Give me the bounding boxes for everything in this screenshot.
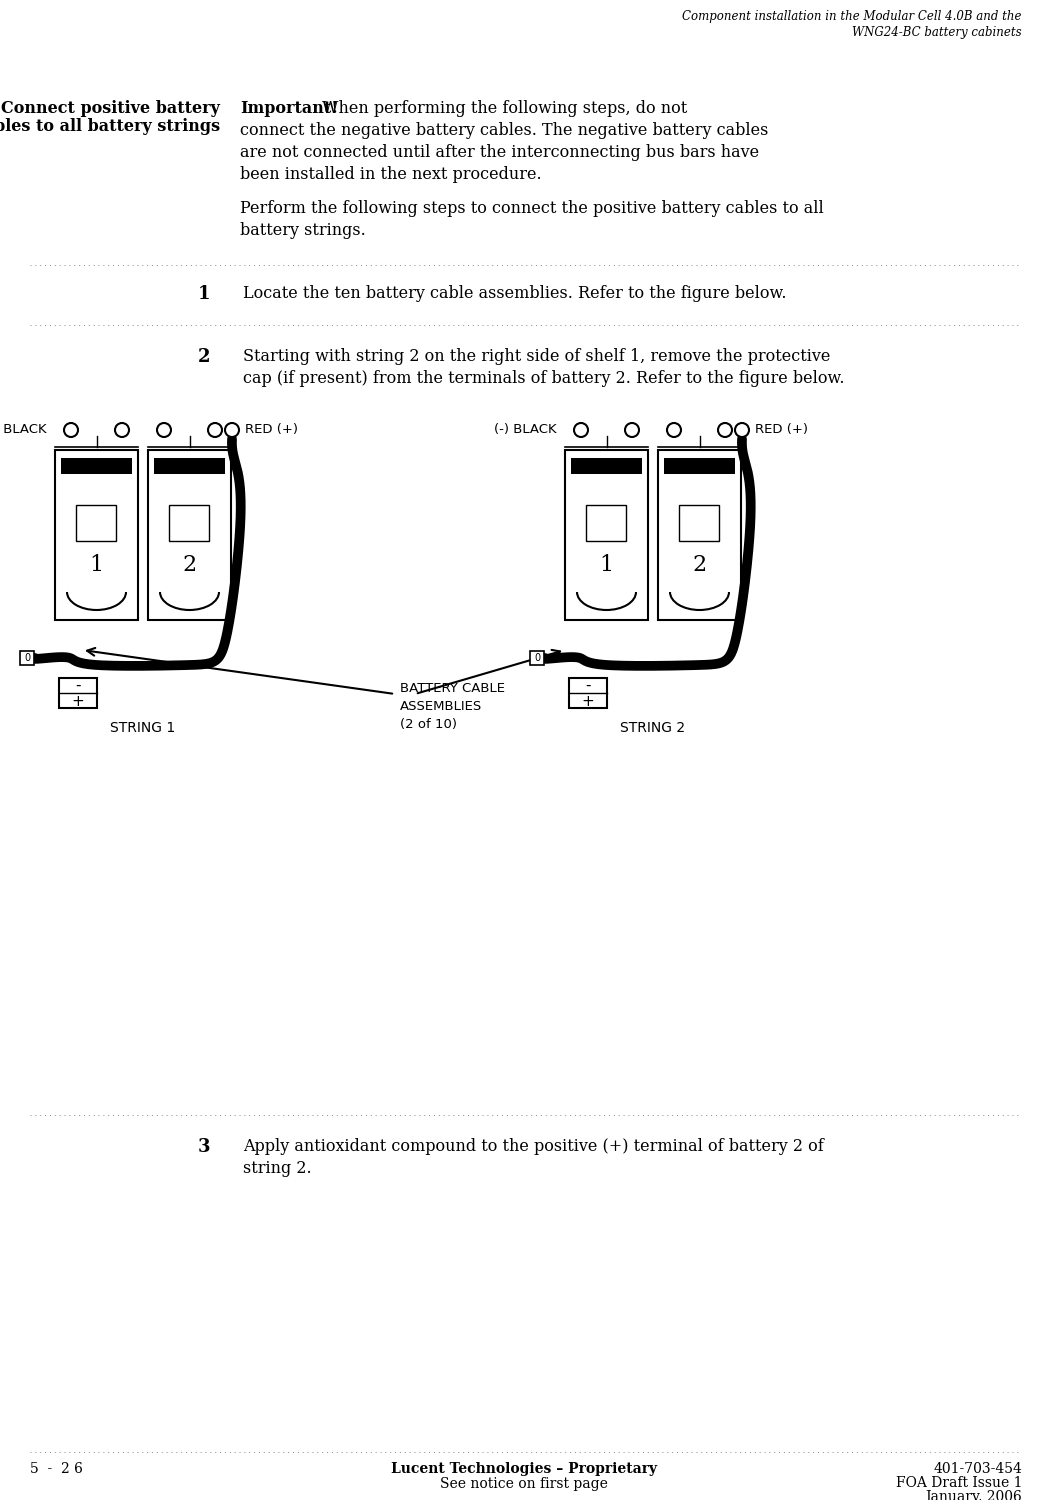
Bar bbox=[61, 458, 132, 474]
Circle shape bbox=[64, 423, 78, 436]
Circle shape bbox=[718, 423, 732, 436]
Circle shape bbox=[735, 423, 749, 436]
Circle shape bbox=[157, 423, 171, 436]
Text: -: - bbox=[75, 678, 81, 693]
Text: 0: 0 bbox=[533, 652, 540, 663]
Text: 0: 0 bbox=[24, 652, 30, 663]
Text: Lucent Technologies – Proprietary: Lucent Technologies – Proprietary bbox=[391, 1462, 657, 1476]
Circle shape bbox=[625, 423, 639, 436]
Text: WNG24-BC battery cabinets: WNG24-BC battery cabinets bbox=[852, 26, 1022, 39]
Bar bbox=[154, 458, 225, 474]
Text: string 2.: string 2. bbox=[243, 1160, 311, 1178]
Bar bbox=[169, 506, 209, 542]
Text: cables to all battery strings: cables to all battery strings bbox=[0, 118, 220, 135]
Text: (-) BLACK: (-) BLACK bbox=[495, 423, 556, 435]
Bar bbox=[148, 450, 231, 620]
Circle shape bbox=[667, 423, 681, 436]
Text: 2: 2 bbox=[693, 554, 706, 576]
Text: Apply antioxidant compound to the positive (+) terminal of battery 2 of: Apply antioxidant compound to the positi… bbox=[243, 1138, 824, 1155]
Text: January, 2006: January, 2006 bbox=[925, 1490, 1022, 1500]
Text: STRING 1: STRING 1 bbox=[110, 722, 176, 735]
Text: Starting with string 2 on the right side of shelf 1, remove the protective: Starting with string 2 on the right side… bbox=[243, 348, 830, 364]
Circle shape bbox=[208, 423, 222, 436]
Text: 1: 1 bbox=[599, 554, 613, 576]
Text: battery strings.: battery strings. bbox=[240, 222, 366, 238]
Text: 1: 1 bbox=[89, 554, 104, 576]
Text: Locate the ten battery cable assemblies. Refer to the figure below.: Locate the ten battery cable assemblies.… bbox=[243, 285, 786, 302]
Circle shape bbox=[574, 423, 588, 436]
Text: BATTERY CABLE
ASSEMBLIES
(2 of 10): BATTERY CABLE ASSEMBLIES (2 of 10) bbox=[400, 682, 505, 730]
Text: 5  -  2 6: 5 - 2 6 bbox=[30, 1462, 83, 1476]
Text: are not connected until after the interconnecting bus bars have: are not connected until after the interc… bbox=[240, 144, 759, 160]
Bar bbox=[664, 458, 735, 474]
Bar bbox=[77, 506, 116, 542]
Text: +: + bbox=[71, 693, 85, 708]
Text: 2: 2 bbox=[182, 554, 197, 576]
Text: Important!: Important! bbox=[240, 100, 339, 117]
Bar bbox=[658, 450, 741, 620]
Text: (-) BLACK: (-) BLACK bbox=[0, 423, 47, 435]
Text: RED (+): RED (+) bbox=[755, 423, 808, 435]
Text: Connect positive battery: Connect positive battery bbox=[1, 100, 220, 117]
Bar bbox=[569, 678, 607, 708]
Bar bbox=[586, 506, 626, 542]
Text: STRING 2: STRING 2 bbox=[620, 722, 685, 735]
Bar bbox=[54, 450, 138, 620]
Bar bbox=[530, 651, 544, 664]
Text: connect the negative battery cables. The negative battery cables: connect the negative battery cables. The… bbox=[240, 122, 768, 140]
Text: FOA Draft Issue 1: FOA Draft Issue 1 bbox=[895, 1476, 1022, 1490]
Text: See notice on first page: See notice on first page bbox=[440, 1478, 608, 1491]
Bar bbox=[565, 450, 648, 620]
Text: been installed in the next procedure.: been installed in the next procedure. bbox=[240, 166, 542, 183]
Bar bbox=[59, 678, 97, 708]
Text: 401-703-454: 401-703-454 bbox=[933, 1462, 1022, 1476]
Text: -: - bbox=[585, 678, 591, 693]
Text: Perform the following steps to connect the positive battery cables to all: Perform the following steps to connect t… bbox=[240, 200, 824, 217]
Text: 1: 1 bbox=[197, 285, 210, 303]
Text: 3: 3 bbox=[197, 1138, 210, 1156]
Text: When performing the following steps, do not: When performing the following steps, do … bbox=[322, 100, 687, 117]
Circle shape bbox=[225, 423, 239, 436]
Bar bbox=[571, 458, 642, 474]
Bar bbox=[679, 506, 719, 542]
Bar bbox=[20, 651, 34, 664]
Circle shape bbox=[115, 423, 129, 436]
Text: +: + bbox=[582, 693, 594, 708]
Text: cap (if present) from the terminals of battery 2. Refer to the figure below.: cap (if present) from the terminals of b… bbox=[243, 370, 845, 387]
Text: RED (+): RED (+) bbox=[245, 423, 298, 435]
Text: 2: 2 bbox=[197, 348, 210, 366]
Text: Component installation in the Modular Cell 4.0B and the: Component installation in the Modular Ce… bbox=[682, 10, 1022, 22]
